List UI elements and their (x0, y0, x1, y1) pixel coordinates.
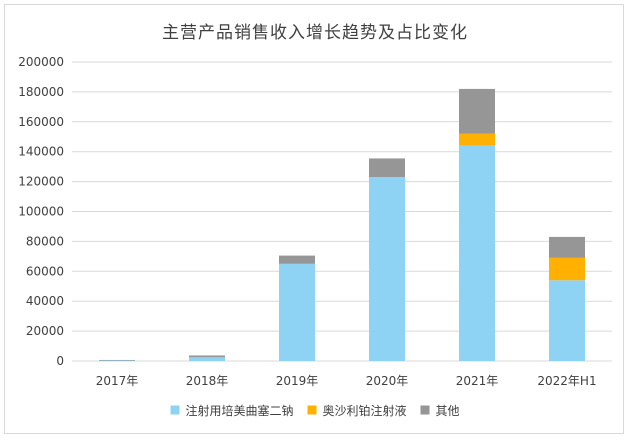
bar-segment (369, 158, 405, 178)
y-tick-label: 20000 (26, 324, 64, 338)
x-tick-label: 2018年 (186, 374, 229, 388)
y-tick-label: 120000 (18, 175, 64, 189)
y-tick-label: 40000 (26, 294, 64, 308)
x-tick-label: 2019年 (276, 374, 319, 388)
bar-segment (369, 177, 405, 361)
legend-swatch (307, 405, 317, 415)
bar-segment (459, 133, 495, 146)
y-tick-label: 180000 (18, 85, 64, 99)
legend-label: 其他 (436, 404, 460, 418)
bar-segment (189, 357, 225, 361)
x-tick-label: 2021年 (456, 374, 499, 388)
bar-segment (549, 257, 585, 281)
legend-label: 注射用培美曲塞二钠 (186, 403, 294, 418)
bar-segment (99, 360, 135, 362)
y-tick-label: 100000 (18, 205, 64, 219)
y-tick-label: 0 (56, 354, 64, 368)
chart-title: 主营产品销售收入增长趋势及占比变化 (162, 23, 468, 43)
bar-segment (549, 236, 585, 258)
legend-label: 奥沙利铂注射液 (323, 403, 407, 418)
y-tick-label: 200000 (18, 55, 64, 69)
y-tick-label: 140000 (18, 145, 64, 159)
x-tick-label: 2020年 (366, 374, 409, 388)
legend-swatch (420, 405, 430, 415)
y-tick-label: 160000 (18, 115, 64, 129)
bar-segment (279, 263, 315, 361)
x-tick-label: 2017年 (96, 374, 139, 388)
legend-swatch (170, 405, 180, 415)
bar-segment (279, 255, 315, 264)
y-tick-label: 60000 (26, 264, 64, 278)
bar-segment (459, 88, 495, 134)
y-tick-label: 80000 (26, 234, 64, 248)
chart-frame (4, 4, 624, 434)
x-tick-label: 2022年H1 (537, 374, 596, 388)
bar-segment (189, 355, 225, 358)
bar-segment (549, 280, 585, 361)
bar-segment (99, 359, 135, 361)
bar-segment (459, 145, 495, 361)
